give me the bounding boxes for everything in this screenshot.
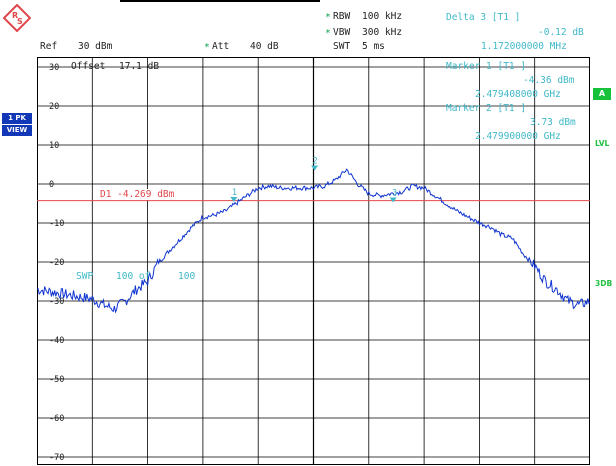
delta-marker-frequency: 1.172000000 MHz [481, 41, 567, 52]
svg-text:R: R [12, 11, 18, 20]
rbw-star-indicator: * [325, 12, 331, 23]
att-label: Att [212, 41, 230, 52]
trace-pk-button[interactable]: 1 PK [2, 113, 32, 124]
marker1-frequency: 2.479408000 GHz [475, 89, 561, 100]
y-tick-label: 30 [49, 63, 59, 73]
marker2-frequency: 2.479900000 GHz [475, 131, 561, 142]
marker2-level: 3.73 dBm [530, 117, 576, 128]
marker-2-triangle [311, 165, 319, 171]
marker1-level: -4.36 dBm [523, 75, 575, 86]
rbw-value: 100 kHz [362, 11, 403, 22]
marker-2-number: 2 [313, 156, 318, 166]
marker1-label: Marker 1 [T1 ] [446, 61, 527, 72]
y-tick-label: -30 [49, 297, 64, 307]
delta-marker-label: Delta 3 [T1 ] [446, 12, 521, 23]
y-tick-labels: 30 20 10 0 -10 -20 -30 -40 -50 -60 -70 [49, 63, 64, 463]
swt-label: SWT [333, 41, 351, 52]
y-tick-label: -10 [49, 219, 64, 229]
marker2-label: Marker 2 [T1 ] [446, 103, 527, 114]
marker-layer: 1 2 3 [230, 156, 397, 203]
lvl-indicator: LVL [595, 139, 610, 148]
rbw-label: RBW [333, 11, 351, 22]
y-tick-label: -70 [49, 453, 64, 463]
three-db-indicator: 3DB [595, 279, 613, 288]
sweep-total: 100 [178, 271, 196, 282]
vbw-value: 300 kHz [362, 27, 403, 38]
vbw-star-indicator: * [325, 28, 331, 39]
y-tick-label: -50 [49, 375, 64, 385]
sweep-count: 100 of [116, 271, 151, 282]
trace-a-indicator: A [593, 88, 611, 100]
marker-3-number: 3 [392, 188, 397, 198]
att-star-indicator: * [204, 42, 210, 53]
y-tick-label: -40 [49, 336, 64, 346]
marker-3-triangle [389, 197, 397, 203]
trace-view-button[interactable]: VIEW [2, 125, 32, 136]
trace-1 [37, 168, 590, 314]
vbw-label: VBW [333, 27, 351, 38]
offset-value: 17.1 dB [119, 61, 160, 72]
plot-grid [37, 57, 590, 465]
att-value: 40 dB [250, 41, 279, 52]
y-tick-label: -60 [49, 414, 64, 424]
ref-label: Ref [40, 41, 58, 52]
sweep-label: SWP [76, 271, 94, 282]
trace-line [37, 168, 590, 314]
y-tick-label: 20 [49, 102, 59, 112]
svg-text:S: S [17, 17, 23, 26]
y-tick-label: 10 [49, 141, 59, 151]
swt-value: 5 ms [362, 41, 385, 52]
offset-label: Offset [71, 61, 106, 72]
top-edge-strip [120, 0, 320, 2]
marker-1-number: 1 [232, 188, 237, 198]
rohde-schwarz-logo: R S [3, 4, 31, 32]
y-tick-label: 0 [49, 180, 54, 190]
delta-marker-level: -0.12 dB [538, 27, 584, 38]
y-tick-label: -20 [49, 258, 64, 268]
ref-value: 30 dBm [78, 41, 113, 52]
marker-1-triangle [230, 197, 238, 203]
display-line-label: D1 -4.269 dBm [100, 189, 175, 200]
